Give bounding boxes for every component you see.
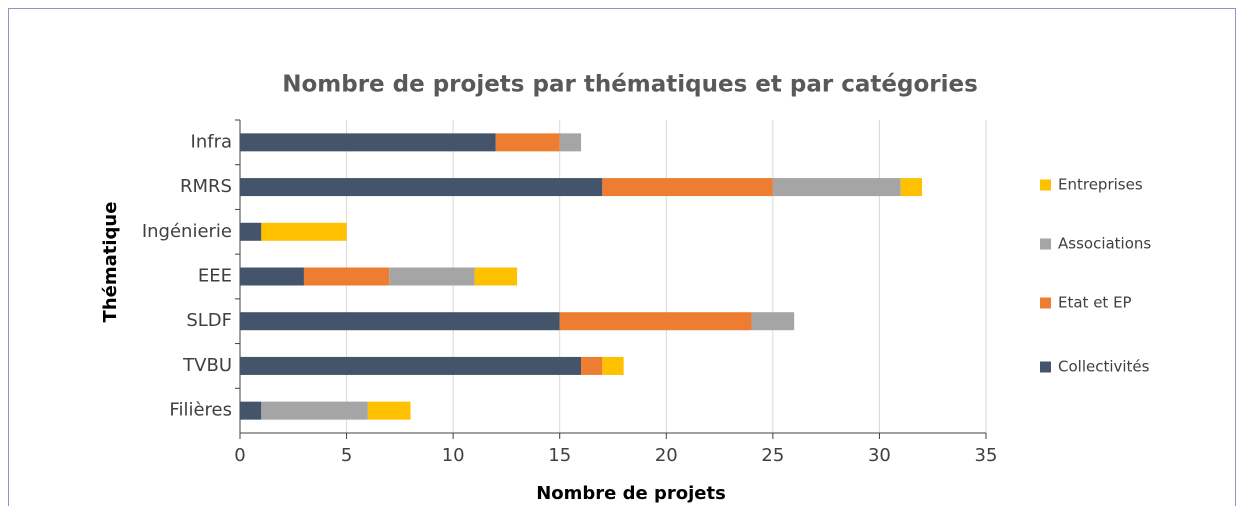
legend-label: Collectivités: [1058, 358, 1150, 376]
bar-segment: [261, 401, 368, 420]
bar-segment: [474, 267, 518, 286]
bar-segment: [602, 178, 773, 197]
bar-segment: [559, 133, 582, 152]
chart-title: Nombre de projets par thématiques et par…: [282, 72, 978, 98]
bar-segment: [900, 178, 923, 197]
y-axis-title: Thématique: [100, 202, 121, 323]
legend-label: Entreprises: [1058, 176, 1143, 194]
bar-segment: [389, 267, 475, 286]
x-tick-label: 25: [761, 445, 784, 466]
bar-segment: [772, 178, 901, 197]
bar-segment: [495, 133, 560, 152]
y-tick-label: Filières: [169, 400, 232, 421]
x-tick-label: 35: [975, 445, 998, 466]
legend-label: Associations: [1058, 235, 1151, 253]
frame: [8, 8, 1236, 506]
y-tick-label: Ingénierie: [142, 221, 232, 242]
legend-swatch: [1040, 238, 1051, 250]
x-tick-label: 15: [548, 445, 571, 466]
y-tick-label: RMRS: [180, 176, 232, 197]
legend-swatch: [1040, 297, 1051, 309]
bar-segment: [240, 267, 304, 286]
legend-label: Etat et EP: [1058, 294, 1132, 312]
legend-swatch: [1040, 361, 1051, 373]
y-tick-label: Infra: [191, 131, 232, 152]
bar-segment: [367, 401, 411, 420]
x-axis-title: Nombre de projets: [536, 483, 726, 504]
x-tick-label: 10: [442, 445, 465, 466]
x-tick-label: 0: [234, 445, 245, 466]
bar-segment: [240, 178, 603, 197]
bar-segment: [240, 356, 582, 375]
bar-segment: [581, 356, 603, 375]
y-tick-label: EEE: [198, 266, 232, 287]
x-tick-label: 5: [341, 445, 352, 466]
bar-segment: [751, 312, 795, 331]
bar-segment: [240, 312, 560, 331]
legend-swatch: [1040, 179, 1051, 191]
bar-segment: [261, 222, 347, 241]
x-tick-label: 30: [868, 445, 891, 466]
bar-segment: [602, 356, 624, 375]
y-tick-label: TVBU: [182, 355, 232, 376]
bar-segment: [559, 312, 752, 331]
y-tick-label: SLDF: [186, 310, 232, 331]
bar-segment: [240, 401, 262, 420]
bar-segment: [240, 222, 262, 241]
bar-segment: [240, 133, 496, 152]
x-tick-label: 20: [655, 445, 678, 466]
bar-segment: [303, 267, 390, 286]
